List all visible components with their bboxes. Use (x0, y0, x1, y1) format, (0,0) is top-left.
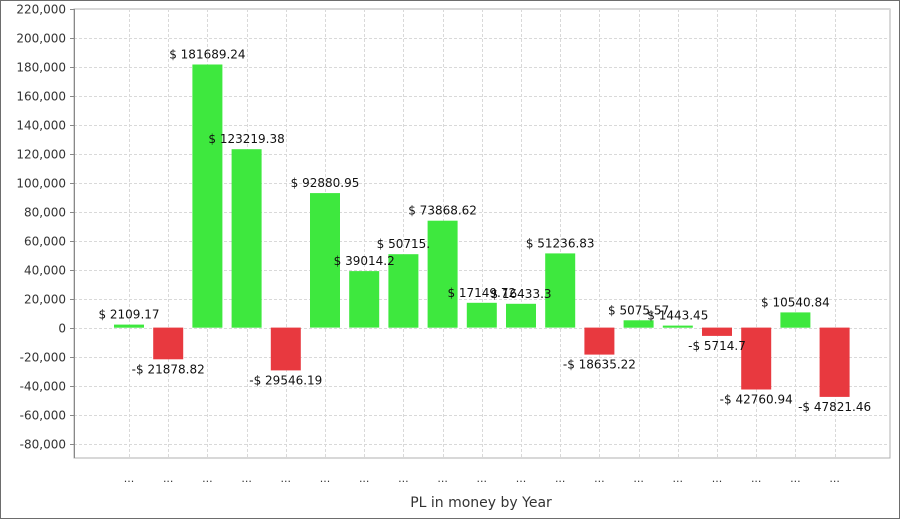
x-tick-label: ... (790, 472, 801, 485)
y-tick-label: 20,000 (24, 293, 66, 307)
bar-positive (466, 302, 497, 328)
bar-positive (623, 320, 654, 328)
data-labels: $ 2109.17 -$ 21878.82 $ 181689.24 $ 123219.… (98, 48, 871, 414)
bar-negative (270, 327, 301, 371)
x-tick-label: ... (202, 472, 213, 485)
x-tick-label: ... (359, 472, 370, 485)
bar-negative (702, 327, 732, 336)
bar-positive (310, 193, 340, 328)
data-label: $ 17149.72 (447, 286, 516, 300)
data-label: -$ 42760.94 (720, 393, 793, 407)
bar-negative (819, 327, 850, 397)
data-label: $ 5075.57 (608, 303, 669, 317)
bar-positive (506, 303, 536, 328)
data-label: -$ 5714.7 (688, 339, 746, 353)
y-tick-label: 40,000 (24, 264, 66, 278)
data-label: $ 123219.38 (208, 132, 284, 146)
x-tick-label: ... (751, 472, 762, 485)
y-tick-label: -20,000 (20, 351, 66, 365)
bar-negative (584, 327, 615, 355)
bars (114, 64, 850, 397)
y-tick-label: 120,000 (16, 148, 66, 162)
bar-positive (349, 271, 380, 328)
axes: 220,000 200,000 180,000 160,000 140,000 120,0… (16, 3, 839, 486)
x-tick-label: ... (124, 472, 135, 485)
data-label: -$ 21878.82 (132, 362, 205, 376)
y-tick-label: 80,000 (24, 206, 66, 220)
data-label: $ 73868.62 (408, 204, 477, 218)
y-tick-label: 0 (58, 322, 66, 336)
x-tick-label: ... (437, 472, 448, 485)
bar-positive (662, 325, 693, 328)
y-tick-label: 60,000 (24, 235, 66, 249)
data-label: $ 16433.3 (490, 287, 551, 301)
x-tick-label: ... (633, 472, 644, 485)
data-label: $ 51236.83 (526, 236, 595, 250)
data-label: -$ 18635.22 (563, 358, 636, 372)
y-tick-label: -40,000 (20, 380, 66, 394)
x-tick-label: ... (712, 472, 723, 485)
bar-positive (545, 253, 576, 328)
y-tick-label: -60,000 (20, 409, 66, 423)
data-label: $ 92880.95 (291, 176, 360, 190)
data-label: $ 2109.17 (98, 308, 159, 322)
x-tick-label: ... (594, 472, 605, 485)
data-label: -$ 47821.46 (798, 400, 871, 414)
x-tick-label: ... (163, 472, 174, 485)
data-label: -$ 29546.19 (249, 373, 322, 387)
x-tick-label: ... (320, 472, 331, 485)
x-tick-label: ... (241, 472, 252, 485)
x-tick-label: ... (673, 472, 684, 485)
x-tick-label: ... (281, 472, 292, 485)
data-label: $ 39014.2 (334, 254, 395, 268)
x-tick-label: ... (555, 472, 566, 485)
y-tick-label: 180,000 (16, 61, 66, 75)
y-tick-label: 220,000 (16, 3, 66, 17)
y-tick-label: -80,000 (20, 438, 66, 452)
bar-positive (427, 220, 458, 328)
x-tick-label: ... (516, 472, 527, 485)
bar-negative (153, 327, 184, 360)
data-label: $ 10540.84 (761, 295, 830, 309)
bar-negative (741, 327, 772, 390)
y-tick-label: 160,000 (16, 90, 66, 104)
bar-positive (388, 254, 419, 328)
data-label: $ 50715. (377, 237, 430, 251)
x-tick-label: ... (398, 472, 409, 485)
y-tick-label: 200,000 (16, 32, 66, 46)
x-tick-label: ... (829, 472, 840, 485)
bar-positive (114, 324, 144, 328)
y-tick-label: 100,000 (16, 177, 66, 191)
bar-positive (231, 149, 262, 328)
x-axis-title: PL in money by Year (410, 495, 552, 511)
x-tick-label: ... (477, 472, 488, 485)
data-label: $ 1443.45 (647, 309, 708, 323)
bar-positive (780, 312, 811, 328)
data-label: $ 181689.24 (169, 48, 245, 62)
y-tick-label: 140,000 (16, 119, 66, 133)
bar-positive (192, 64, 223, 328)
